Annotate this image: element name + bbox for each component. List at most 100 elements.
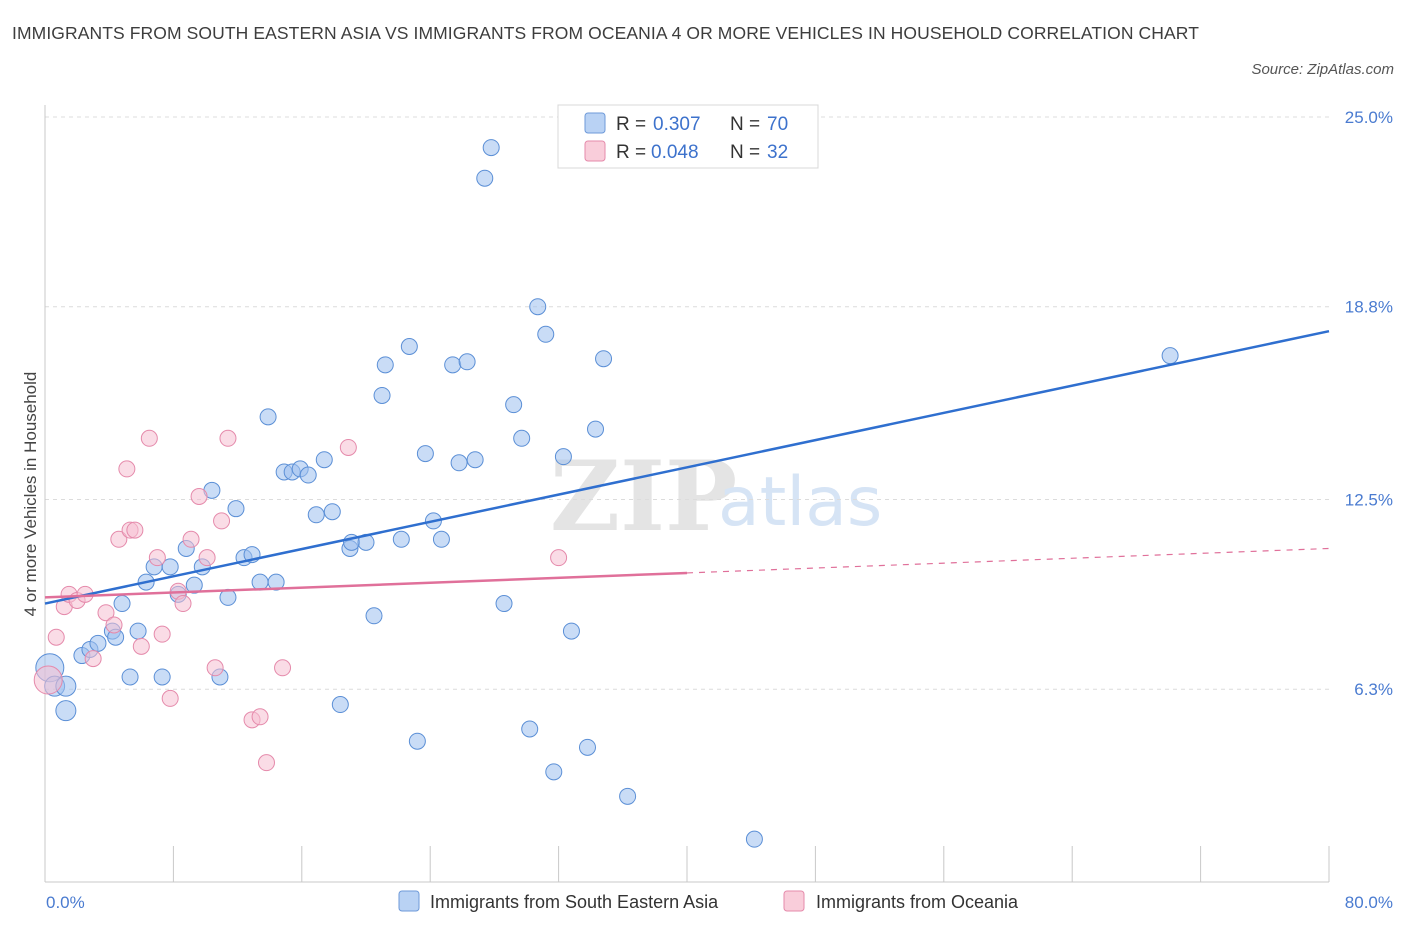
point-south-eastern-asia [537,325,555,343]
point-south-eastern-asia [267,573,285,591]
source-label: Source: ZipAtlas.com [1251,61,1394,78]
watermark-zip: ZIP [550,440,737,553]
point-south-eastern-asia [315,451,333,469]
point-south-eastern-asia [89,634,107,652]
point-south-eastern-asia [619,787,637,805]
point-south-eastern-asia [400,338,418,355]
point-oceania [110,530,128,548]
legend-r-label-oceania: R = [616,142,646,163]
x-tick-min: 0.0% [46,893,85,912]
point-oceania [174,595,192,613]
point-south-eastern-asia [495,595,513,613]
point-south-eastern-asia [432,530,450,548]
point-south-eastern-asia [392,530,410,548]
point-south-eastern-asia [153,668,171,686]
point-south-eastern-asia [554,448,572,466]
point-oceania [257,754,275,772]
point-oceania [182,530,200,548]
point-oceania [190,487,208,505]
x-tick-max: 80.0% [1345,893,1393,912]
legend-n-value-sea: 70 [767,114,788,135]
legend-r-label-sea: R = [616,114,646,135]
legend-r-value-oceania: 0.048 [651,142,699,163]
point-south-eastern-asia [185,576,203,594]
point-south-eastern-asia [587,420,605,438]
point-oceania [84,650,102,668]
point-south-eastern-asia [1161,347,1179,365]
y-tick-labels: 6.3% 12.5% 18.8% 25.0% [1345,108,1393,699]
trend-lines [44,329,1330,605]
point-oceania [105,616,123,634]
watermark-atlas: atlas [718,463,882,542]
point-south-eastern-asia [113,595,131,613]
point-oceania [153,625,171,643]
gridlines [45,116,1329,690]
trend-line-south-eastern-asia [44,329,1330,605]
point-oceania [161,689,179,707]
legend-r-value-sea: 0.307 [653,114,701,135]
legend-swatch-sea [584,112,606,134]
bottom-legend-swatch-oceania [783,890,805,912]
point-south-eastern-asia [331,696,349,714]
point-south-eastern-asia [416,445,434,463]
point-oceania [213,512,231,530]
point-south-eastern-asia [466,451,484,469]
y-tick-label: 12.5% [1345,491,1393,510]
trend-line-oceania [44,571,688,599]
point-south-eastern-asia [529,298,547,316]
point-south-eastern-asia [121,668,139,686]
point-oceania [33,665,63,695]
point-south-eastern-asia [365,607,383,625]
point-oceania [140,429,158,447]
trend-line-oceania-dashed [686,547,1330,574]
point-south-eastern-asia [521,720,539,738]
point-south-eastern-asia [545,763,563,781]
data-points [33,139,1179,848]
point-oceania [97,604,115,622]
point-south-eastern-asia [458,353,476,371]
point-south-eastern-asia [444,356,462,374]
y-tick-label: 25.0% [1345,108,1393,127]
legend-n-label-oceania: N = [730,142,760,163]
bottom-legend-swatch-sea [398,890,420,912]
point-south-eastern-asia [482,139,500,157]
point-oceania [251,708,269,726]
bottom-legend-label-sea: Immigrants from South Eastern Asia [430,892,719,912]
point-oceania [148,549,166,567]
point-south-eastern-asia [259,408,277,426]
point-south-eastern-asia [578,738,596,756]
point-south-eastern-asia [323,503,341,521]
legend-n-value-oceania: 32 [767,142,788,163]
point-oceania [339,438,357,456]
point-oceania [550,549,568,567]
point-oceania [126,521,144,539]
point-oceania [118,460,136,478]
chart-title: IMMIGRANTS FROM SOUTH EASTERN ASIA VS IM… [12,23,1199,43]
point-oceania [132,637,150,655]
point-south-eastern-asia [129,622,147,640]
point-oceania [206,659,224,677]
point-south-eastern-asia [562,622,580,640]
point-south-eastern-asia [55,700,77,722]
point-south-eastern-asia [505,396,523,414]
point-south-eastern-asia [745,830,763,848]
point-south-eastern-asia [227,500,245,518]
y-tick-label: 6.3% [1354,680,1393,699]
point-oceania [47,628,65,646]
point-south-eastern-asia [595,350,613,368]
point-south-eastern-asia [161,558,179,576]
point-south-eastern-asia [307,506,325,524]
point-south-eastern-asia [299,466,317,484]
bottom-legend: Immigrants from South Eastern Asia Immig… [398,890,1019,912]
point-south-eastern-asia [476,169,494,187]
legend-n-label-sea: N = [730,114,760,135]
point-oceania [274,659,292,677]
point-south-eastern-asia [376,356,394,374]
point-south-eastern-asia [373,386,391,404]
point-south-eastern-asia [513,429,531,447]
legend-swatch-oceania [584,140,606,162]
axes [44,105,1330,883]
y-axis-label: 4 or more Vehicles in Household [21,372,40,617]
y-tick-label: 18.8% [1345,298,1393,317]
